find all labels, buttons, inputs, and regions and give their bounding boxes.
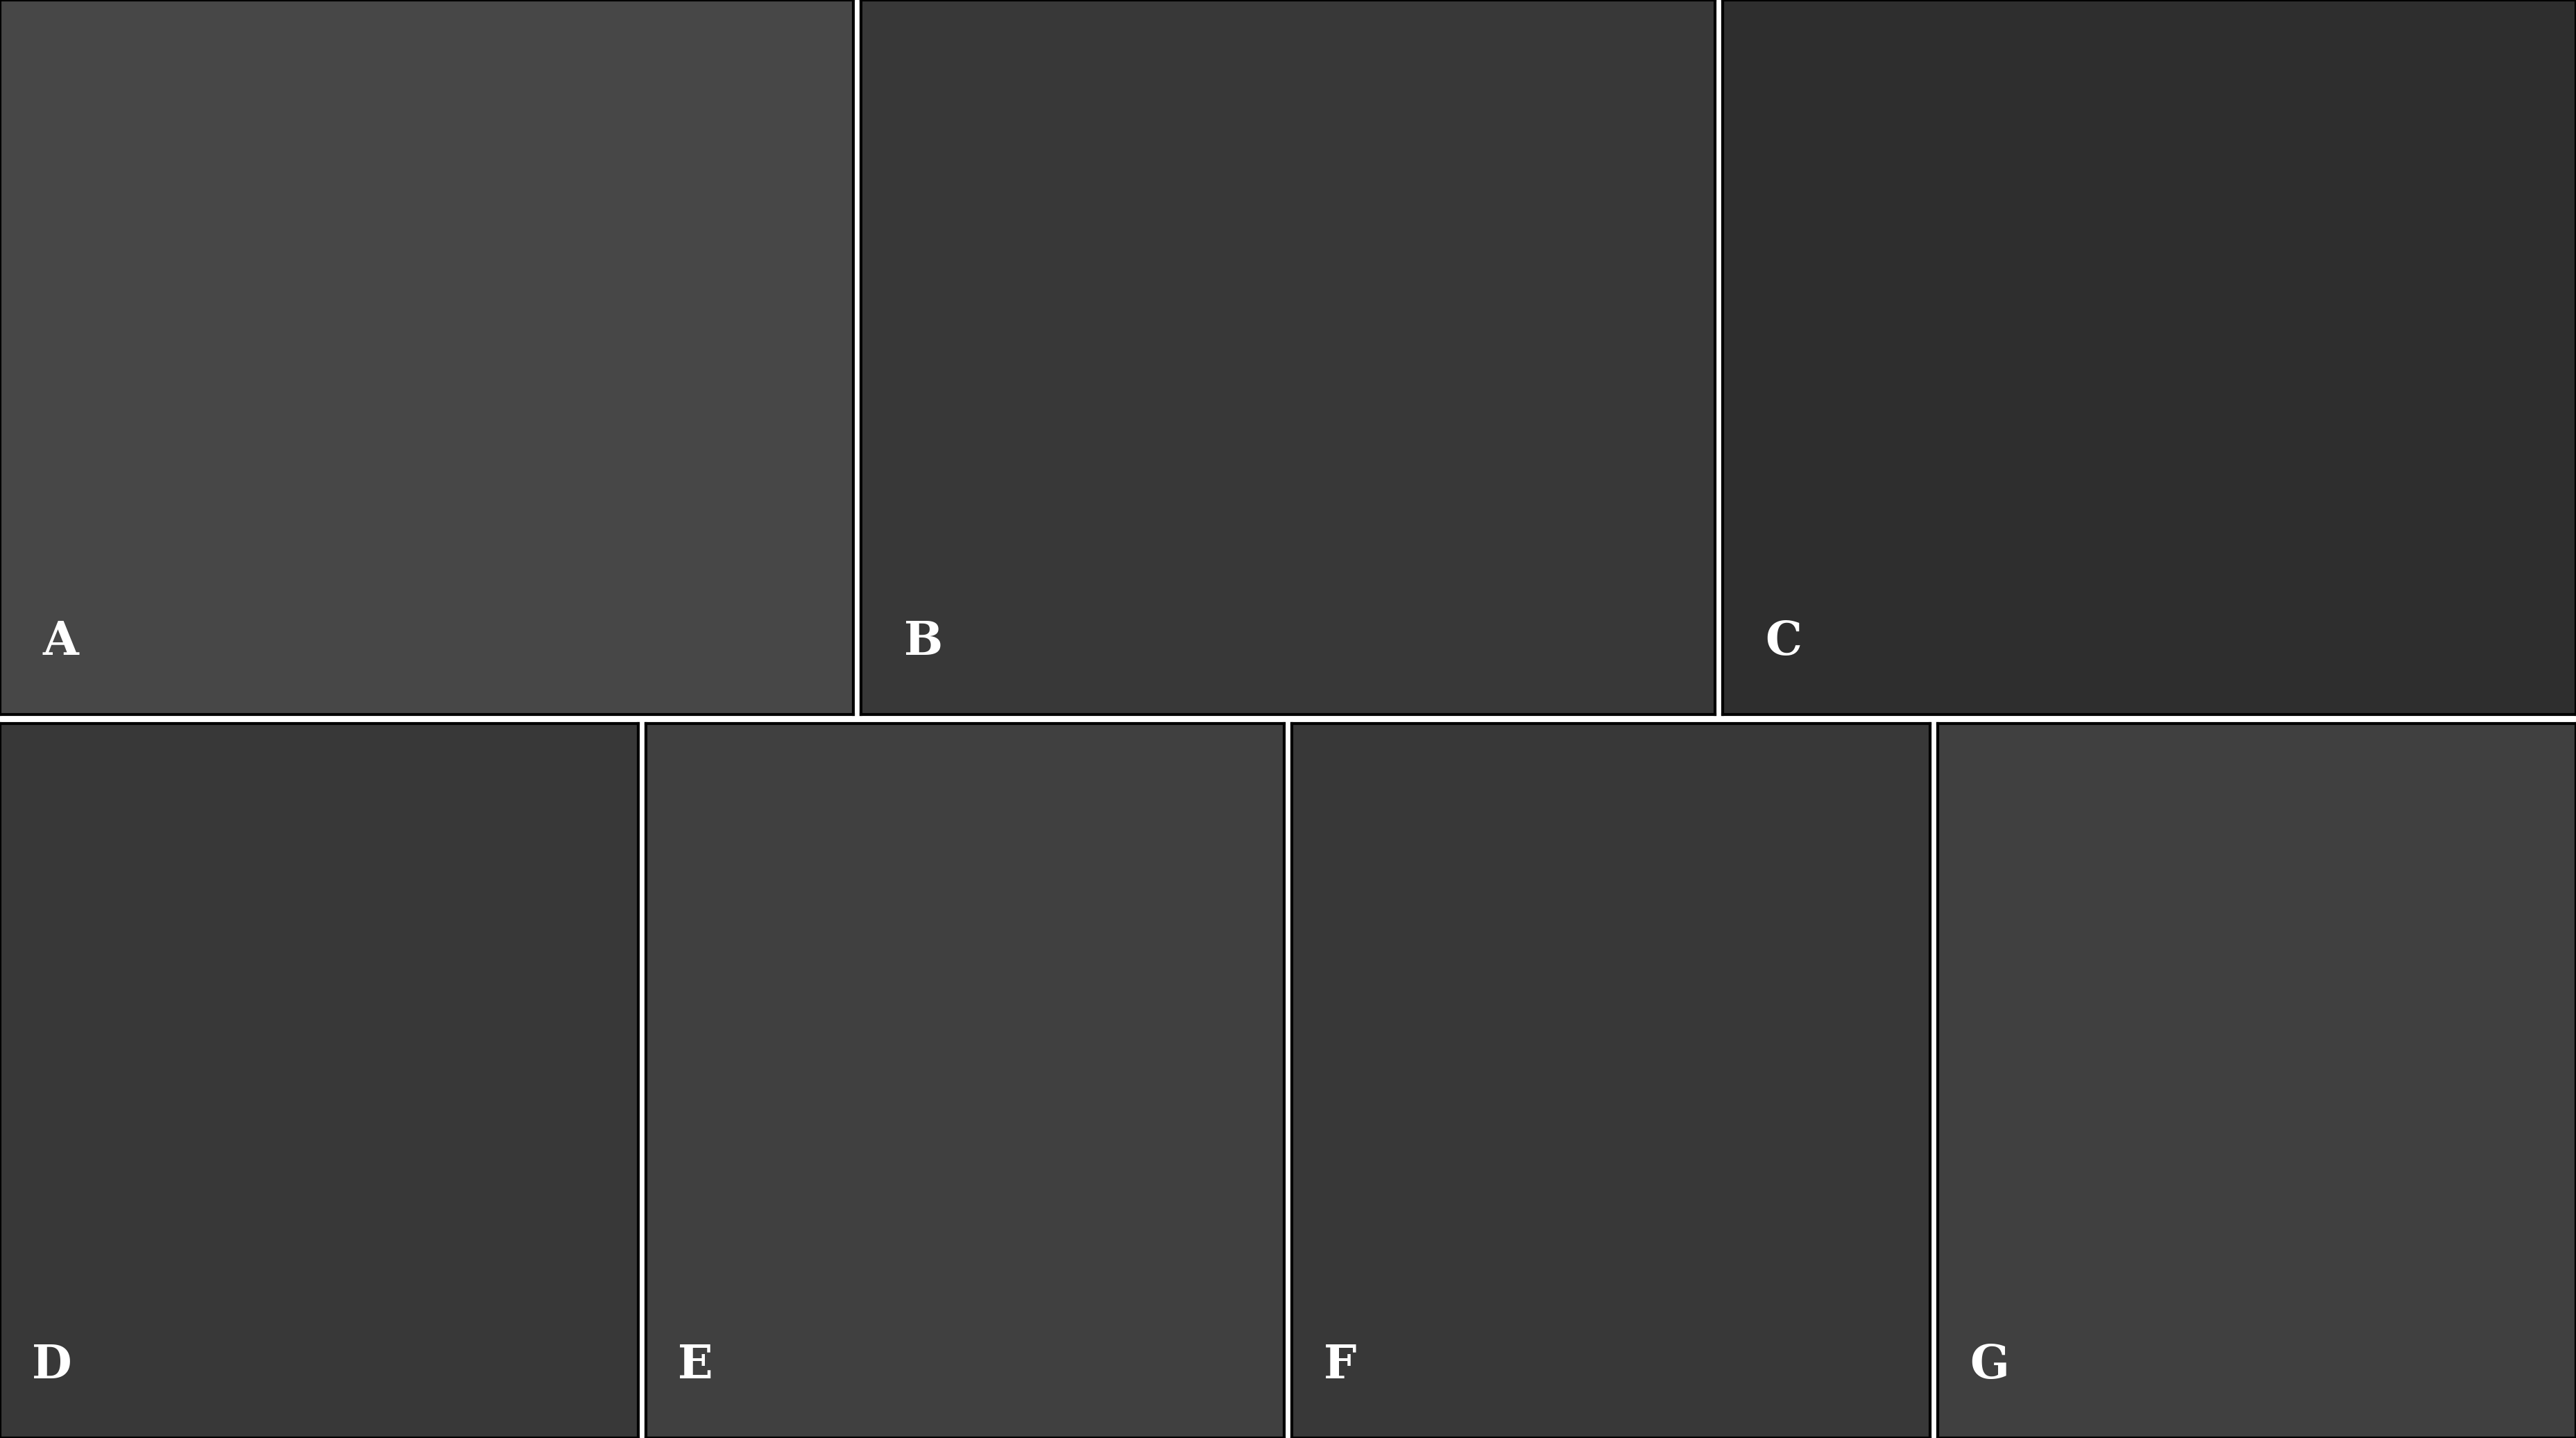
Text: C: C: [1765, 620, 1803, 664]
Text: A: A: [44, 620, 80, 664]
Text: E: E: [677, 1343, 714, 1388]
Text: B: B: [904, 620, 943, 664]
Text: D: D: [31, 1343, 72, 1388]
Text: F: F: [1324, 1343, 1358, 1388]
Text: G: G: [1971, 1343, 2009, 1388]
